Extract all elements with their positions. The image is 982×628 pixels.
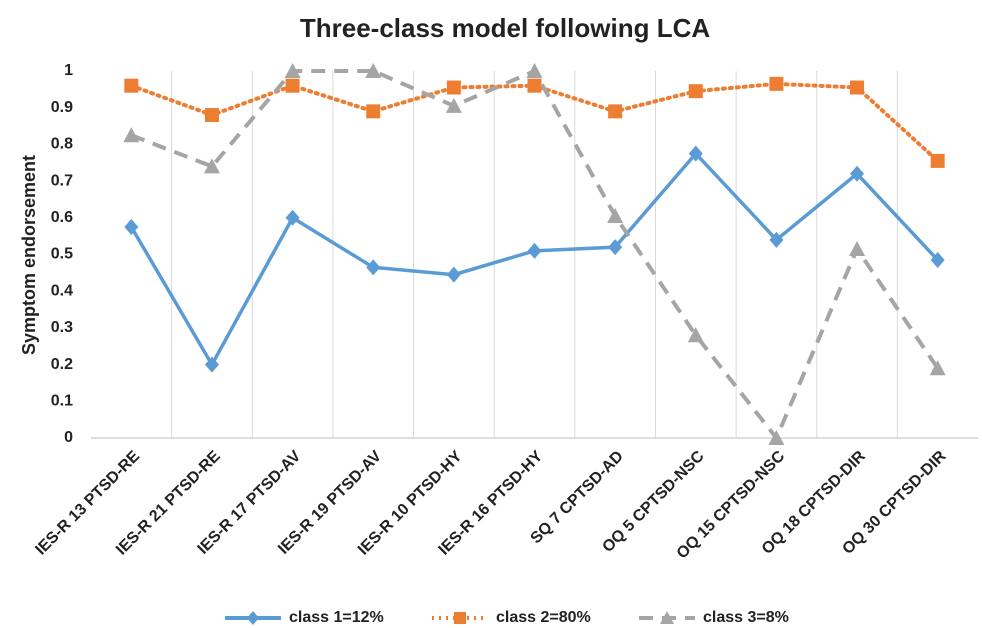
marker (454, 612, 466, 624)
marker (608, 104, 623, 119)
y-tick-label: 0.2 (51, 356, 73, 373)
marker (285, 209, 300, 226)
marker (204, 108, 219, 123)
marker (285, 78, 300, 93)
marker (930, 153, 945, 168)
y-tick-label: 0.8 (51, 136, 73, 153)
marker (850, 165, 865, 182)
marker (527, 242, 542, 259)
marker (123, 127, 140, 143)
marker (688, 84, 703, 99)
y-tick-label: 0.7 (51, 172, 73, 189)
y-tick-label: 1 (64, 62, 73, 79)
marker (526, 63, 543, 78)
marker (768, 430, 785, 445)
y-tick-label: 0 (64, 429, 73, 446)
marker (687, 327, 704, 343)
marker (930, 252, 945, 269)
y-axis-label: Symptom endorsement (19, 155, 39, 355)
legend-label: class 2=80% (496, 609, 591, 626)
marker (365, 63, 382, 78)
marker (366, 259, 381, 276)
marker (660, 611, 674, 624)
y-tick-label: 0.6 (51, 209, 73, 226)
legend-label: class 1=12% (289, 609, 384, 626)
marker (688, 145, 703, 162)
marker (203, 158, 220, 174)
marker (445, 97, 462, 113)
marker (124, 218, 139, 235)
marker (204, 356, 219, 373)
y-tick-label: 0.3 (51, 319, 73, 336)
marker (929, 360, 946, 376)
legend-label: class 3=8% (703, 609, 789, 626)
marker (366, 104, 381, 119)
y-tick-label: 0.4 (51, 282, 73, 299)
marker (850, 80, 865, 95)
chart-title: Three-class model following LCA (300, 13, 710, 43)
marker (446, 266, 461, 283)
y-tick-label: 0.1 (51, 393, 73, 410)
y-tick-label: 0.5 (51, 246, 73, 263)
y-tick-label: 0.9 (51, 99, 73, 116)
marker (769, 231, 784, 248)
marker (607, 207, 624, 223)
marker (849, 240, 866, 256)
marker (124, 78, 139, 93)
marker (284, 63, 301, 78)
marker (527, 78, 542, 93)
marker (608, 239, 623, 256)
marker (769, 76, 784, 91)
marker (446, 80, 461, 95)
marker (247, 611, 259, 625)
